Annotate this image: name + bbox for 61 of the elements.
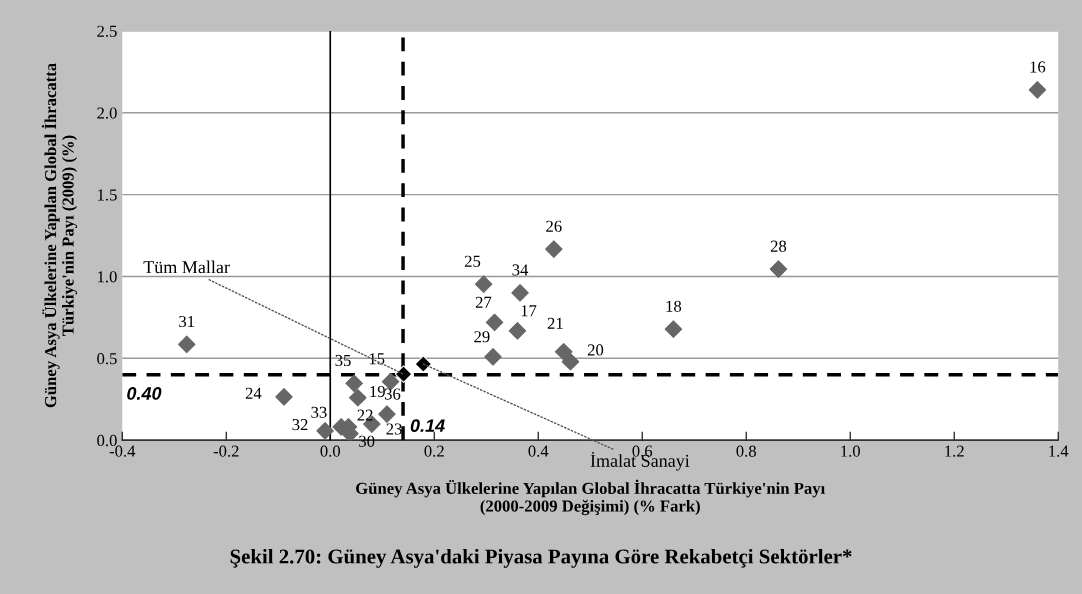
annotation: 16 — [1030, 61, 1046, 73]
point — [511, 284, 529, 302]
annotation: 32 — [292, 419, 308, 431]
x-axis-title: Güney Asya Ülkelerine Yapılan Global İhracatta Türkiye'nin Payı (2000-2009 Değişimi) (% Fark) — [356, 479, 825, 516]
x-tick-label: 0.0 — [320, 445, 341, 457]
annotation: 31 — [179, 315, 195, 328]
annotation: 18 — [666, 300, 682, 312]
annotation: 34 — [512, 264, 529, 276]
annotation: 36 — [384, 388, 401, 400]
annotation: 19 — [370, 385, 385, 398]
point — [664, 320, 683, 338]
annotation: 23 — [386, 423, 402, 435]
annotation: 33 — [311, 406, 327, 418]
point — [485, 313, 504, 332]
point — [484, 348, 502, 366]
annotation: 26 — [546, 220, 562, 232]
annotation: 24 — [245, 387, 262, 399]
point — [414, 355, 433, 373]
annotation: 21 — [547, 317, 563, 329]
point — [508, 322, 527, 340]
point — [349, 388, 367, 407]
x-tick-label: 1.4 — [1049, 445, 1069, 457]
annotation: 22 — [357, 409, 373, 421]
y-tick-label: 1.5 — [98, 189, 117, 201]
y-tick-label: 2.0 — [97, 107, 117, 119]
y-tick-label: 1.0 — [98, 271, 117, 283]
annotation: 28 — [770, 240, 787, 252]
point — [378, 405, 396, 423]
point — [474, 275, 493, 293]
text: Şekil 2.70: Güney Asya'daki Piyasa Payına Göre Rekabetçi Sektörler* — [230, 548, 852, 568]
x-tick-label: -0.2 — [213, 445, 239, 457]
x-tick-label: 0.4 — [528, 445, 549, 457]
annotation: 27 — [475, 296, 492, 308]
annotation: 17 — [521, 305, 537, 317]
annotation: 25 — [464, 255, 481, 267]
annotation: 20 — [587, 344, 604, 356]
ref-line-label: 0.40 — [127, 387, 162, 400]
y-tick-label: 0.0 — [97, 434, 117, 447]
ref-line-label: 0.14 — [410, 419, 445, 432]
y-axis-title: Güney Asya Ülkelerine Yapılan Global İhracatta Türkiye'nin Payı (2009) (%) — [41, 63, 78, 408]
point — [561, 352, 580, 371]
annotation: 15 — [369, 353, 385, 365]
x-tick-label: 1.0 — [841, 445, 860, 457]
x-tick-label: 0.8 — [736, 445, 756, 457]
y-tick-label: 2.5 — [97, 25, 117, 37]
annotation: 29 — [474, 331, 490, 343]
x-tick-label: -0.4 — [109, 445, 136, 457]
point — [1028, 81, 1047, 99]
point — [545, 240, 563, 258]
point — [769, 260, 788, 278]
x-tick-label: 1.2 — [945, 445, 964, 457]
y-tick-label: 0.5 — [97, 353, 117, 365]
point — [345, 374, 363, 393]
point — [554, 342, 573, 361]
annotation: Tüm Mallar — [143, 260, 230, 274]
point — [177, 335, 196, 354]
point — [394, 365, 413, 383]
annotation: 35 — [335, 354, 351, 367]
point — [316, 422, 334, 440]
point — [275, 388, 293, 406]
x-tick-label: 0.2 — [424, 445, 444, 457]
